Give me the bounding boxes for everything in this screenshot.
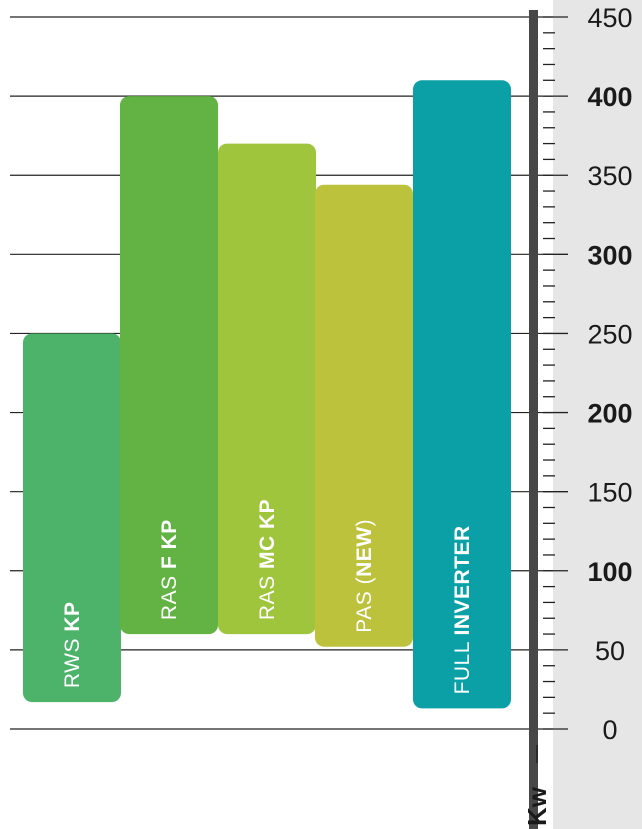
y-tick-label: 250 (587, 319, 632, 349)
bar: RAS F KP (120, 96, 218, 635)
y-tick-label: 300 (587, 240, 632, 270)
unit-label: Kw (522, 786, 552, 826)
y-tick-label: 200 (587, 399, 632, 429)
bar-label: RAS F KP (158, 519, 181, 620)
bar-label: PAS (NEW) (353, 519, 376, 633)
bar-label: FULL INVERTER (451, 525, 474, 694)
bar-label: RAS MC KP (256, 499, 279, 620)
bars: RWS KP RAS F KP RAS MC KP PAS (NEW) FULL INV… (23, 80, 511, 709)
bar: PAS (NEW) (315, 184, 413, 647)
bar-rect (315, 184, 413, 647)
y-tick-label: 150 (587, 478, 632, 508)
bar-rect (413, 80, 511, 709)
bar-label: RWS KP (61, 601, 84, 688)
y-ticks: 0 50 100 150 200 250 300 350 400 450 (543, 3, 633, 745)
y-tick-label: 50 (595, 636, 625, 666)
axis-line (529, 10, 538, 829)
bar-rect (218, 143, 316, 635)
y-tick-label: 0 (602, 715, 617, 745)
y-tick-label: 350 (587, 161, 632, 191)
y-tick-label: 100 (587, 557, 632, 587)
y-tick-label: 450 (587, 3, 632, 33)
bar: FULL INVERTER (413, 80, 511, 709)
y-tick-label: 400 (587, 82, 632, 112)
bar: RAS MC KP (218, 143, 316, 635)
bar: RWS KP (23, 333, 121, 703)
scale-panel (553, 0, 642, 829)
bar-rect (120, 96, 218, 635)
bar-rect (23, 333, 121, 703)
y-axis (529, 10, 538, 829)
